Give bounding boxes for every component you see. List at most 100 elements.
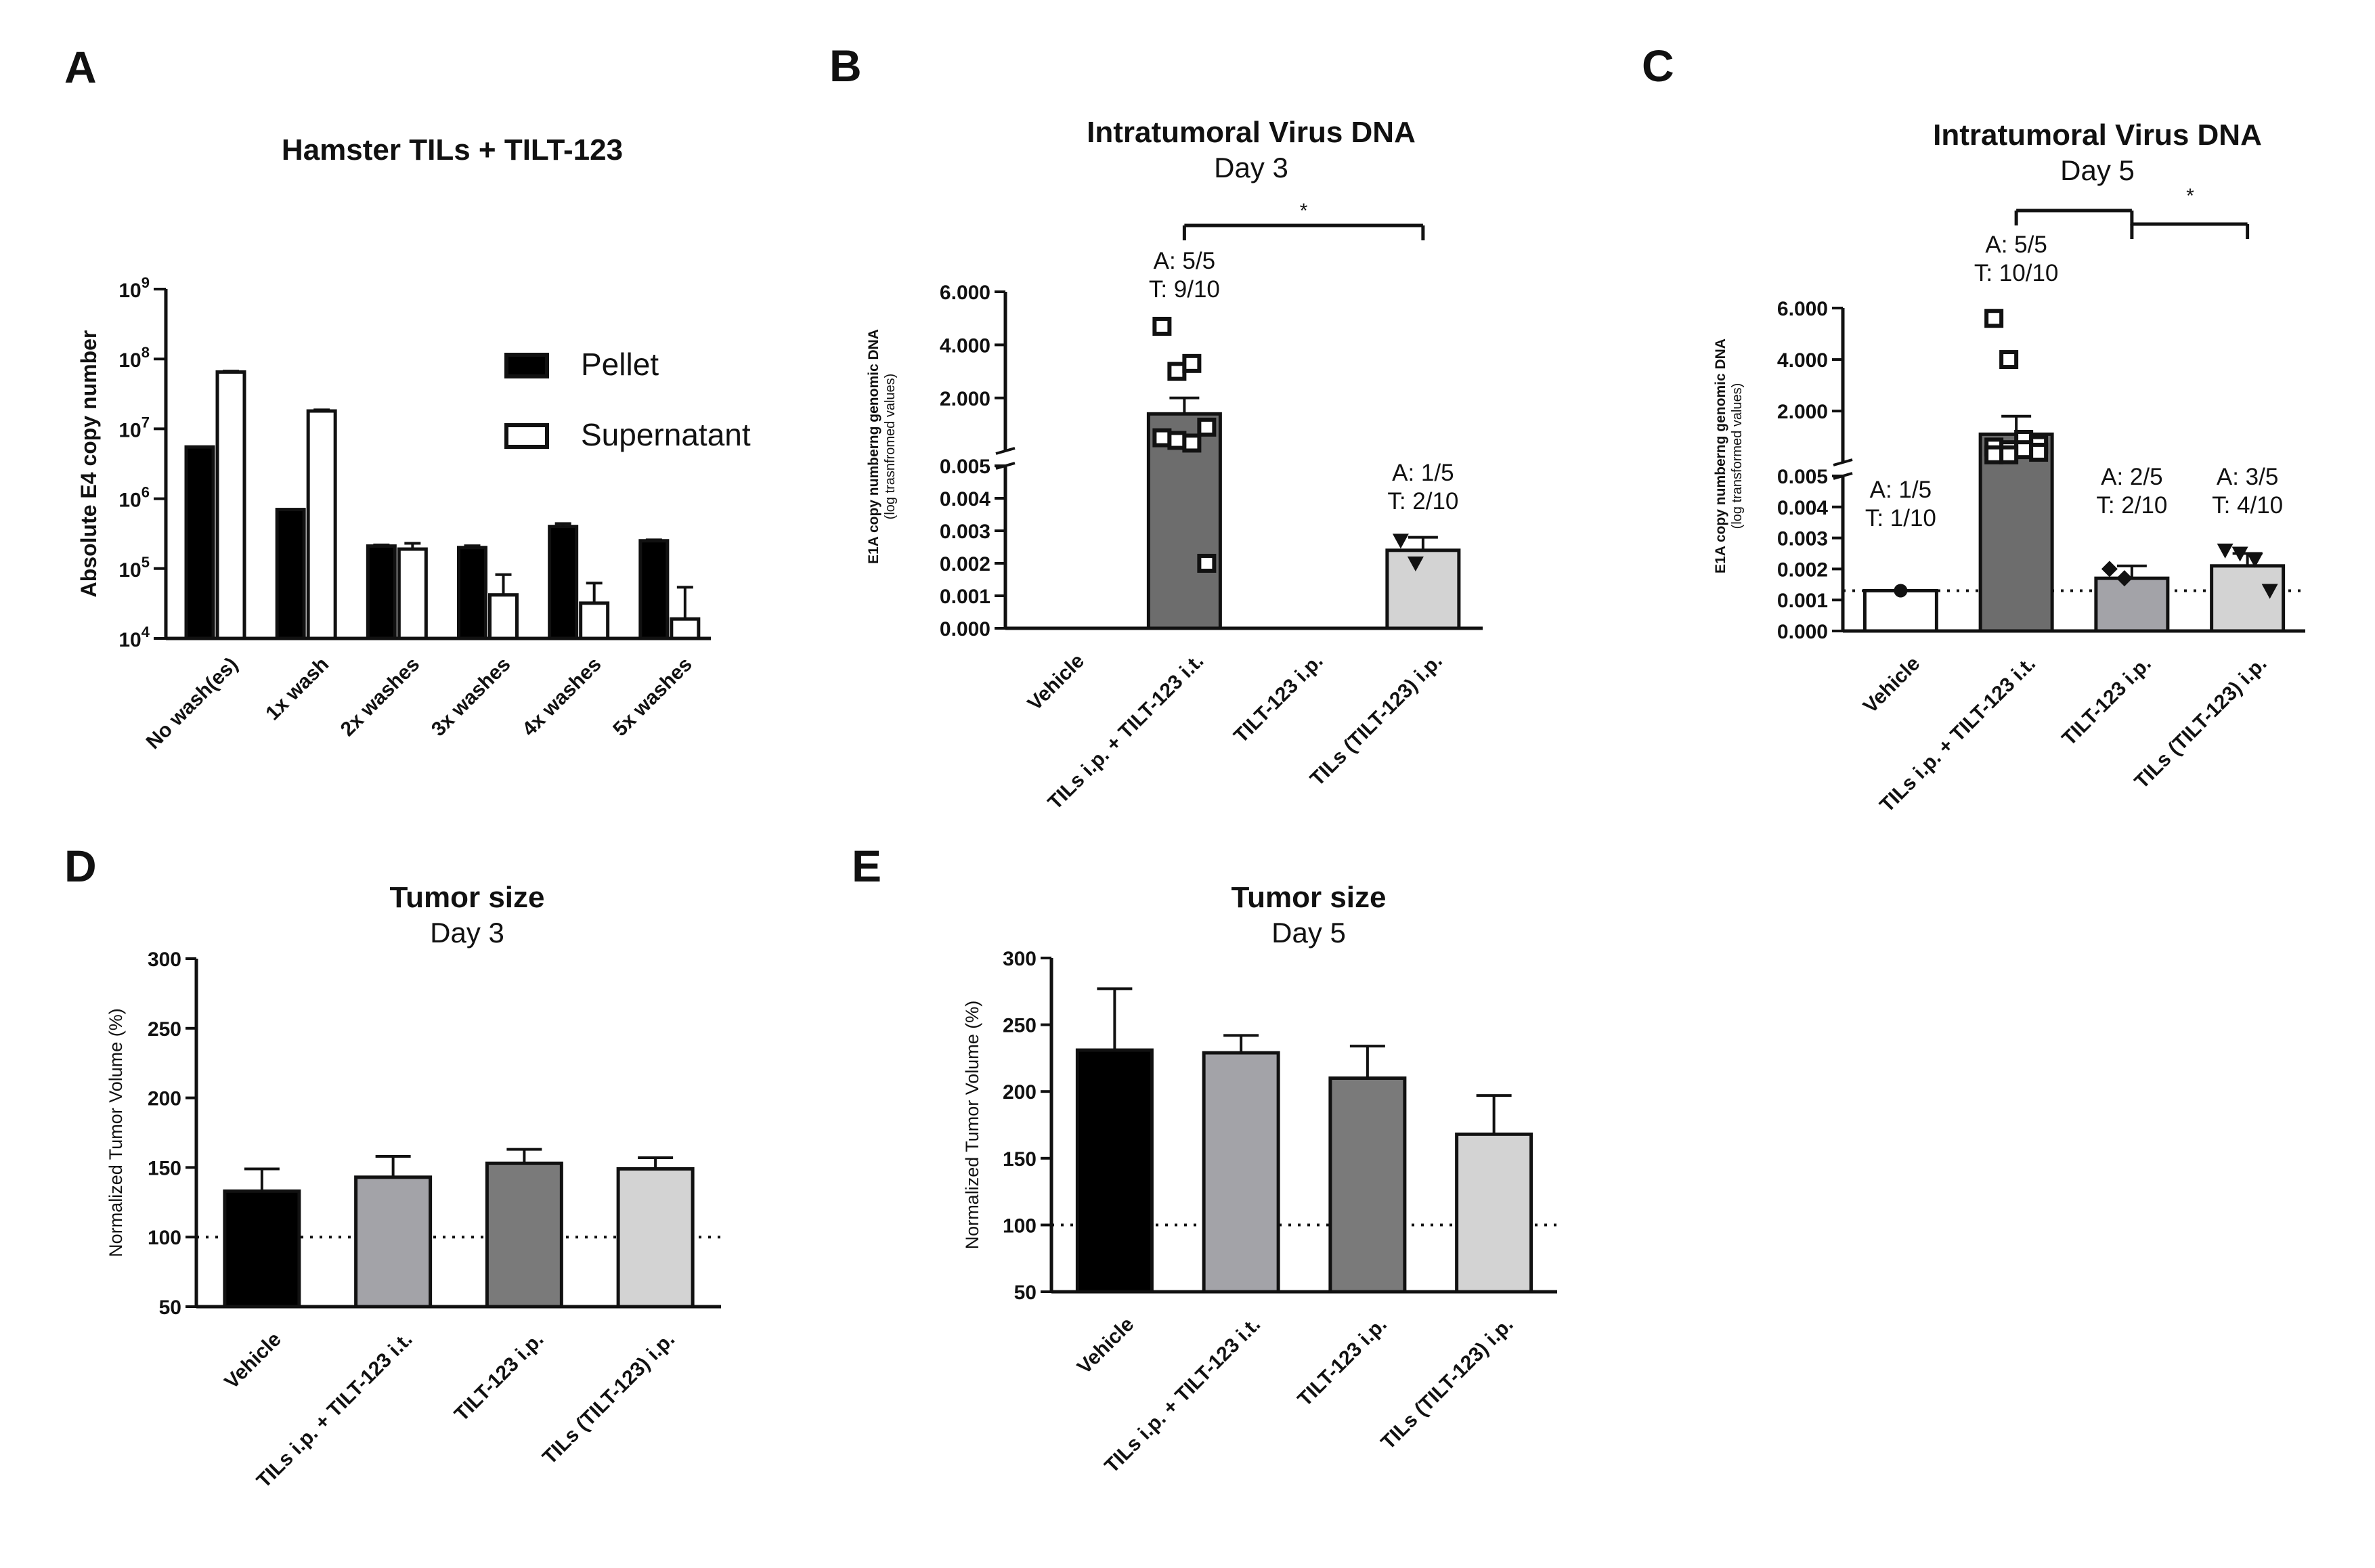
panel-letter-e: E: [852, 841, 881, 891]
sample-annotation: T: 2/10: [1387, 488, 1458, 515]
x-tick-label: 5x washes: [609, 653, 696, 741]
chart-subtitle: Day 3: [430, 917, 504, 949]
y-tick-label: 105: [118, 554, 150, 582]
data-point: [2014, 440, 2034, 460]
y-tick-label: 0.004: [940, 488, 990, 510]
chart-title: Hamster TILs + TILT-123: [282, 133, 623, 167]
x-tick-label: TILs (TILT-123) i.p.: [1377, 1313, 1518, 1454]
bar: [485, 1161, 563, 1309]
y-tick-label: 300: [148, 949, 181, 971]
y-tick-label: 0.001: [940, 586, 990, 608]
y-tick-label: 100: [148, 1227, 181, 1249]
y-tick-label: 0.000: [1777, 621, 1828, 643]
y-tick-label: 50: [1014, 1282, 1037, 1304]
sample-annotation: A: 1/5: [1870, 477, 1932, 503]
y-tick-label: 0.004: [1777, 497, 1828, 519]
x-tick-label: TILT-123 i.p.: [1293, 1313, 1391, 1411]
bar-pellet: [457, 546, 487, 640]
y-tick-label: 104: [118, 624, 150, 651]
chart-title: Intratumoral Virus DNA: [1087, 116, 1416, 149]
axis-break: [1833, 458, 1853, 466]
data-point: [1392, 533, 1409, 549]
bar-pellet: [184, 445, 215, 640]
y-axis-sublabel: (log transformed values): [1730, 383, 1745, 529]
sample-annotation: A: 1/5: [1392, 460, 1454, 486]
y-axis-label: E1A copy numberng genomic DNA: [1713, 339, 1728, 573]
data-point: [1167, 362, 1187, 381]
y-tick-label: 6.000: [940, 282, 990, 304]
y-tick-label: 100: [1003, 1215, 1037, 1237]
sample-annotation: T: 10/10: [1974, 260, 2059, 286]
data-point: [1152, 428, 1172, 448]
x-tick-label: TILT-123 i.p.: [1229, 650, 1327, 747]
y-tick-label: 4.000: [940, 334, 990, 357]
significance-star: *: [2186, 185, 2194, 207]
y-tick-label: 0.003: [940, 521, 990, 543]
data-point: [2231, 546, 2248, 562]
x-tick-label: Vehicle: [1024, 650, 1089, 715]
bar-pellet: [638, 539, 670, 640]
bar-supernatant: [397, 547, 428, 640]
sample-annotation: T: 1/10: [1865, 505, 1936, 531]
bar: [223, 1189, 301, 1309]
bar: [1385, 548, 1461, 630]
bar-supernatant: [215, 370, 246, 640]
y-tick-label: 0.005: [940, 456, 990, 478]
sample-annotation: T: 9/10: [1149, 276, 1220, 303]
y-tick-label: 108: [118, 344, 150, 372]
y-axis-label: Normalized Tumor Volume (%): [962, 1001, 982, 1250]
y-tick-label: 2.000: [1777, 401, 1828, 423]
data-point: [2029, 442, 2049, 462]
y-tick-label: 4.000: [1777, 349, 1828, 372]
chart-title: Tumor size: [389, 881, 544, 914]
bar-supernatant: [306, 409, 337, 640]
data-point: [1197, 554, 1217, 573]
y-tick-label: 6.000: [1777, 298, 1828, 320]
y-tick-label: 107: [118, 414, 150, 441]
y-axis-sublabel: (log trasnfromed values): [883, 374, 898, 520]
bar: [1978, 432, 2054, 633]
y-tick-label: 250: [1003, 1015, 1037, 1037]
bar: [2094, 576, 2170, 633]
data-point: [1984, 309, 2004, 328]
y-tick-label: 0.001: [1777, 590, 1828, 612]
sample-annotation: A: 5/5: [1154, 248, 1215, 274]
sample-annotation: A: 3/5: [2217, 464, 2278, 490]
data-point: [2101, 561, 2118, 578]
y-tick-label: 200: [1003, 1081, 1037, 1104]
data-point: [1894, 584, 1908, 598]
data-point: [1182, 433, 1202, 453]
legend-swatch: [504, 423, 549, 449]
data-point: [2116, 570, 2133, 587]
y-tick-label: 0.003: [1777, 528, 1828, 550]
x-tick-label: 2x washes: [336, 653, 424, 741]
x-tick-label: TILT-123 i.p.: [2057, 653, 2155, 750]
panel-a-chart: Hamster TILs + TILT-123 Absolute E4 copy …: [77, 133, 751, 754]
y-tick-label: 109: [118, 274, 150, 302]
axis-break: [995, 447, 1016, 455]
data-point: [1999, 350, 2019, 370]
bar: [1455, 1132, 1533, 1294]
bar: [354, 1175, 433, 1309]
data-point: [1999, 445, 2019, 464]
significance-star: *: [1300, 200, 1308, 222]
x-tick-label: 1x wash: [261, 653, 333, 725]
legend-label: Supernatant: [581, 417, 751, 452]
x-tick-label: 3x washes: [427, 653, 515, 741]
y-axis-label: Normalized Tumor Volume (%): [106, 1008, 126, 1257]
x-tick-label: TILT-123 i.p.: [450, 1328, 548, 1426]
bar: [616, 1167, 695, 1309]
x-tick-label: TILs (TILT-123) i.p.: [1306, 650, 1447, 791]
chart-subtitle: Day 5: [1271, 917, 1346, 949]
data-point: [1407, 557, 1424, 571]
bar-supernatant: [488, 593, 519, 640]
chart-subtitle: Day 3: [1214, 152, 1288, 183]
chart-subtitle: Day 5: [2060, 154, 2135, 186]
panel-letter-d: D: [64, 841, 97, 891]
x-tick-label: Vehicle: [220, 1328, 285, 1393]
y-axis-label: E1A copy numberng genomic DNA: [866, 329, 881, 564]
x-tick-label: TILs (TILT-123) i.p.: [2131, 653, 2271, 793]
panel-letter-a: A: [64, 42, 97, 92]
y-axis-label: Absolute E4 copy number: [77, 330, 101, 598]
